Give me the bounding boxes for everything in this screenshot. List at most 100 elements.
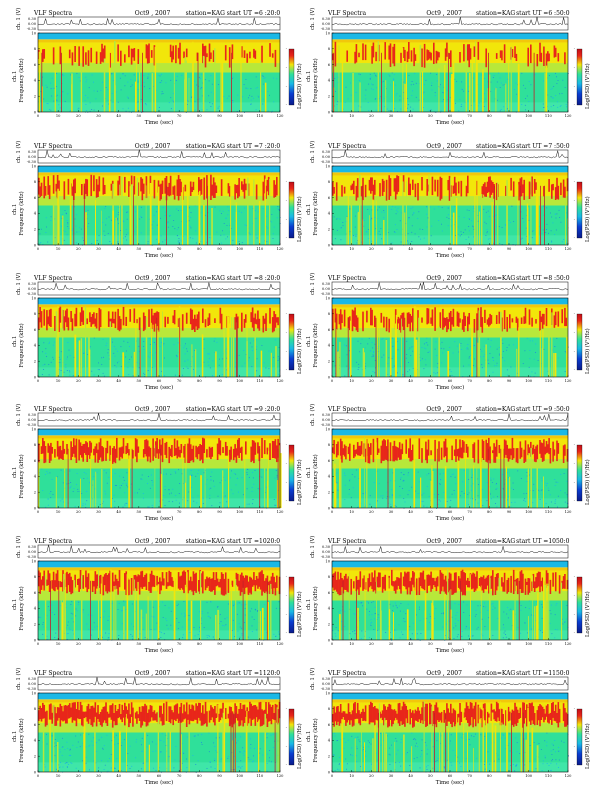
panel-station: station=KAG <box>186 538 225 545</box>
frequency-tick-label: 6 <box>34 723 37 727</box>
time-tick-label: 80 <box>487 114 492 118</box>
waveform-tick-label: 0.00 <box>28 287 37 291</box>
channel-label: ch.1 <box>12 467 18 478</box>
frequency-axis-label: Frequency (kHz) <box>312 454 319 498</box>
time-axis-label: Time (sec) <box>436 252 465 259</box>
time-tick-label: 110 <box>256 510 264 514</box>
panel-date: Oct9 , 2007 <box>426 406 462 413</box>
time-tick-label: 80 <box>487 510 492 514</box>
waveform-tick-label: 0.30 <box>28 545 37 549</box>
frequency-tick-label: 6 <box>328 63 331 67</box>
time-tick-label: 90 <box>507 642 512 646</box>
frequency-tick-label: 6 <box>34 591 37 595</box>
time-axis-label: Time (sec) <box>436 119 465 126</box>
time-axis-label: Time (sec) <box>145 515 174 522</box>
time-tick-label: 40 <box>116 114 121 118</box>
time-tick-label: 80 <box>197 379 202 383</box>
frequency-tick-label: 8 <box>34 312 37 316</box>
spectrogram-image <box>332 693 569 773</box>
time-tick-label: 100 <box>525 247 533 251</box>
colorbar-tick-label: - <box>574 349 576 353</box>
time-tick-label: 30 <box>389 774 394 778</box>
time-tick-label: 90 <box>507 379 512 383</box>
frequency-tick-label: 10 <box>325 691 330 695</box>
frequency-tick-label: 4 <box>328 79 331 83</box>
time-tick-label: 20 <box>76 642 81 646</box>
colorbar-tick-label: - <box>286 47 288 51</box>
frequency-tick-label: 2 <box>34 95 36 99</box>
waveform-tick-label: -0.30 <box>27 687 37 691</box>
spectrum-panel: VLF Spectra Oct9 , 2007 station=KAG start U… <box>12 536 303 654</box>
colorbar-tick-label: - <box>574 575 576 579</box>
colorbar <box>576 708 583 766</box>
spectrogram-image <box>38 561 281 641</box>
time-tick-label: 50 <box>428 642 433 646</box>
frequency-axis-label: Frequency (kHz) <box>18 718 25 762</box>
time-tick-label: 70 <box>177 774 182 778</box>
panel-date: Oct9 , 2007 <box>426 10 462 17</box>
frequency-tick-label: 2 <box>328 623 330 627</box>
spectrogram-image <box>38 166 281 246</box>
colorbar-tick-label: - <box>286 575 288 579</box>
waveform-frame <box>37 281 281 296</box>
spectrogram-image <box>38 33 281 113</box>
colorbar <box>288 444 295 502</box>
channel-label: ch.1 <box>306 599 312 610</box>
panel-title: VLF Spectra <box>327 670 367 677</box>
frequency-tick-label: 8 <box>34 707 37 711</box>
colorbar-tick-label: - <box>286 199 288 203</box>
frequency-axis-label: Frequency (kHz) <box>312 191 319 235</box>
frequency-tick-label: 0 <box>328 110 331 114</box>
time-tick-label: 80 <box>487 642 492 646</box>
frequency-tick-label: 6 <box>34 328 37 332</box>
time-tick-label: 70 <box>177 510 182 514</box>
time-tick-label: 10 <box>349 510 354 514</box>
colorbar-tick-label: - <box>574 199 576 203</box>
colorbar <box>576 444 583 502</box>
time-tick-label: 110 <box>545 379 553 383</box>
colorbar <box>288 576 295 634</box>
waveform-frame <box>331 16 569 31</box>
waveform-axis-label: ch. 1 (V) <box>309 273 316 295</box>
time-tick-label: 30 <box>96 114 101 118</box>
time-tick-label: 0 <box>331 247 334 251</box>
time-tick-label: 90 <box>217 114 222 118</box>
time-tick-label: 90 <box>217 379 222 383</box>
spectrum-panel: VLF Spectra Oct9 , 2007 station=KAG start U… <box>306 8 591 126</box>
spectrogram-image <box>332 429 569 509</box>
frequency-tick-label: 2 <box>328 95 330 99</box>
waveform-frame <box>331 544 569 559</box>
time-tick-label: 100 <box>525 642 533 646</box>
colorbar-tick-label: - <box>574 707 576 711</box>
waveform-axis-label: ch. 1 (V) <box>15 8 22 30</box>
spectrum-panel: VLF Spectra Oct9 , 2007 station=KAG start U… <box>306 668 591 786</box>
spectrum-panel: VLF Spectra Oct9 , 2007 station=KAG start U… <box>306 404 591 522</box>
time-tick-label: 20 <box>369 642 374 646</box>
waveform-axis-label: ch. 1 (V) <box>309 8 316 30</box>
frequency-tick-label: 8 <box>328 47 331 51</box>
panel-start-ut: start UT =1020:0 <box>227 538 281 545</box>
time-tick-label: 70 <box>467 379 472 383</box>
colorbar-tick-label: - <box>574 103 576 107</box>
time-axis-label: Time (sec) <box>436 779 465 786</box>
frequency-tick-label: 8 <box>34 180 37 184</box>
time-tick-label: 80 <box>487 379 492 383</box>
time-tick-label: 70 <box>467 642 472 646</box>
time-tick-label: 90 <box>217 774 222 778</box>
panel-start-ut: start UT =8 :50:0 <box>516 275 570 282</box>
time-tick-label: 80 <box>487 247 492 251</box>
panel-date: Oct9 , 2007 <box>426 143 462 150</box>
colorbar <box>288 708 295 766</box>
panel-date: Oct9 , 2007 <box>135 10 171 17</box>
time-tick-label: 90 <box>507 114 512 118</box>
colorbar-tick-label: - <box>574 84 576 88</box>
time-tick-label: 90 <box>507 247 512 251</box>
time-tick-label: 120 <box>565 114 573 118</box>
time-tick-label: 30 <box>389 510 394 514</box>
colorbar-tick-label: - <box>574 217 576 221</box>
time-tick-label: 120 <box>277 642 285 646</box>
time-tick-label: 0 <box>37 247 40 251</box>
time-tick-label: 10 <box>56 774 61 778</box>
time-tick-label: 120 <box>277 774 285 778</box>
waveform-tick-label: -0.30 <box>27 423 37 427</box>
